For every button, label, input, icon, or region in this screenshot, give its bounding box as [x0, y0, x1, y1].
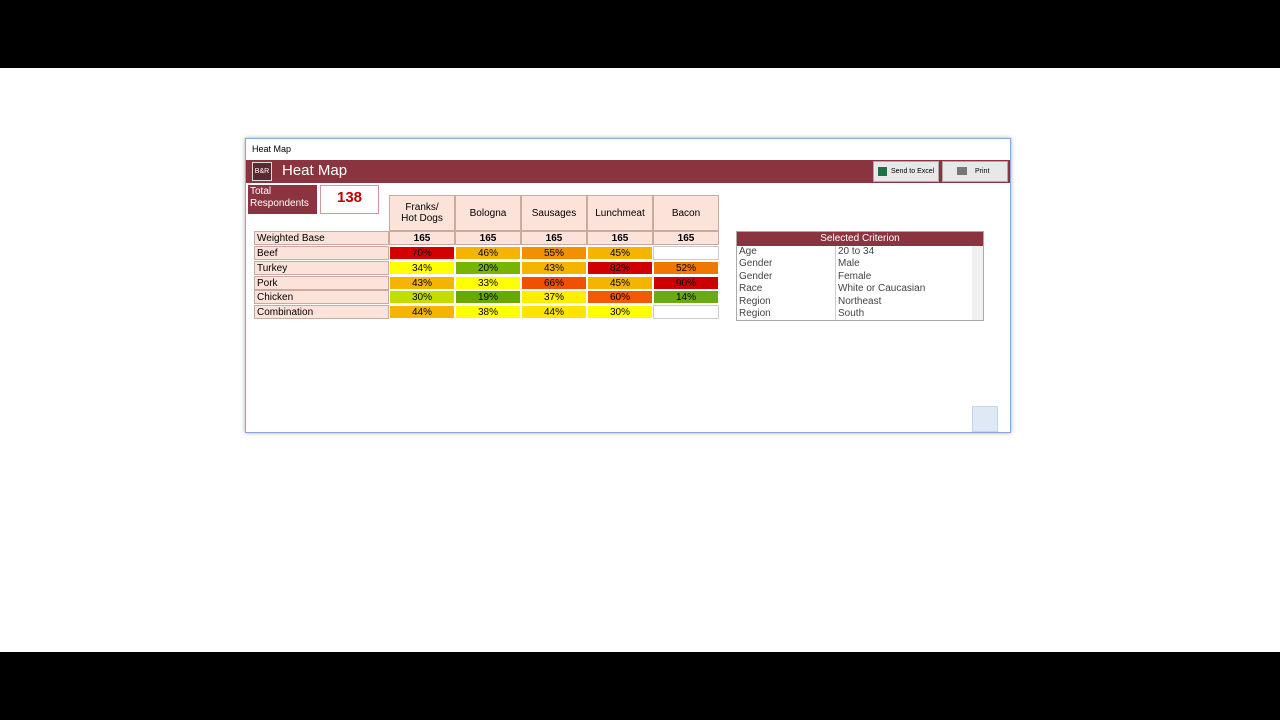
letterbox-top — [0, 0, 1280, 68]
heat-cell — [653, 246, 719, 260]
window-caption: Heat Map — [252, 144, 292, 154]
heat-cell: 60% — [587, 290, 653, 304]
row-label: Pork — [254, 276, 389, 290]
column-header: Lunchmeat — [587, 195, 653, 231]
heat-cell: 46% — [455, 246, 521, 260]
button-label: Print — [975, 168, 990, 175]
column-divider — [835, 246, 836, 320]
row-label: Turkey — [254, 261, 389, 275]
heat-cell: 37% — [521, 290, 587, 304]
criterion-name: Gender — [739, 270, 773, 282]
criterion-value: Northeast — [838, 295, 882, 307]
criterion-value: Male — [838, 258, 860, 270]
header-band: B&R Heat Map Send to Excel Print — [246, 160, 1010, 183]
heat-cell: 70% — [389, 246, 455, 260]
scrollbar[interactable] — [972, 246, 983, 320]
heat-cell: 30% — [587, 305, 653, 319]
criterion-value: South — [838, 308, 865, 319]
heat-cell: 43% — [389, 276, 455, 290]
column-header: Bologna — [455, 195, 521, 231]
window: Heat Map B&R Heat Map Send to Excel Prin… — [245, 138, 1011, 433]
row-label: Chicken — [254, 290, 389, 304]
heat-cell: 19% — [455, 290, 521, 304]
heat-cell: 44% — [389, 305, 455, 319]
exit-button[interactable] — [972, 406, 998, 432]
button-label: Send to Excel — [891, 168, 935, 175]
base-label: Weighted Base — [254, 231, 389, 245]
heat-cell: 90% — [653, 276, 719, 290]
criterion-name: Gender — [739, 258, 773, 270]
column-header: Sausages — [521, 195, 587, 231]
criterion-name: Region — [739, 295, 771, 307]
summary-label: Total Respondents — [248, 185, 317, 214]
base-value: 165 — [521, 231, 587, 245]
heat-cell: 43% — [521, 261, 587, 275]
criterion-name: Age — [739, 246, 757, 257]
heat-cell: 38% — [455, 305, 521, 319]
criterion-name: Region — [739, 308, 771, 319]
app-icon: B&R — [252, 162, 272, 181]
criteria-list: Age 20 to 34 Gender Male Gender Female Race Whi… — [737, 246, 972, 320]
heat-cell: 44% — [521, 305, 587, 319]
letterbox-bottom — [0, 652, 1280, 720]
heat-cell: 14% — [653, 290, 719, 304]
heat-cell: 20% — [455, 261, 521, 275]
criterion-value: White or Caucasian — [838, 283, 926, 295]
summary-value: 138 — [320, 185, 379, 214]
base-value: 165 — [653, 231, 719, 245]
heat-cell — [653, 305, 719, 319]
column-header: Bacon — [653, 195, 719, 231]
row-label: Combination — [254, 305, 389, 319]
heat-cell: 45% — [587, 246, 653, 260]
criteria-panel: Selected Criterion Age 20 to 34 Gender Male… — [736, 231, 984, 321]
base-value: 165 — [455, 231, 521, 245]
row-label: Beef — [254, 246, 389, 260]
heat-cell: 82% — [587, 261, 653, 275]
send-to-excel-button[interactable]: Send to Excel — [873, 161, 939, 182]
heat-cell: 33% — [455, 276, 521, 290]
base-value: 165 — [389, 231, 455, 245]
heat-cell: 66% — [521, 276, 587, 290]
heat-cell: 30% — [389, 290, 455, 304]
criterion-value: 20 to 34 — [838, 246, 875, 257]
criterion-name: Race — [739, 283, 763, 295]
heat-cell: 52% — [653, 261, 719, 275]
heat-cell: 55% — [521, 246, 587, 260]
criteria-title: Selected Criterion — [737, 232, 983, 246]
heat-cell: 34% — [389, 261, 455, 275]
heat-cell: 45% — [587, 276, 653, 290]
column-header: Franks/ Hot Dogs — [389, 195, 455, 231]
header-title: Heat Map — [282, 162, 348, 179]
print-button[interactable]: Print — [942, 161, 1008, 182]
base-value: 165 — [587, 231, 653, 245]
criterion-value: Female — [838, 270, 872, 282]
